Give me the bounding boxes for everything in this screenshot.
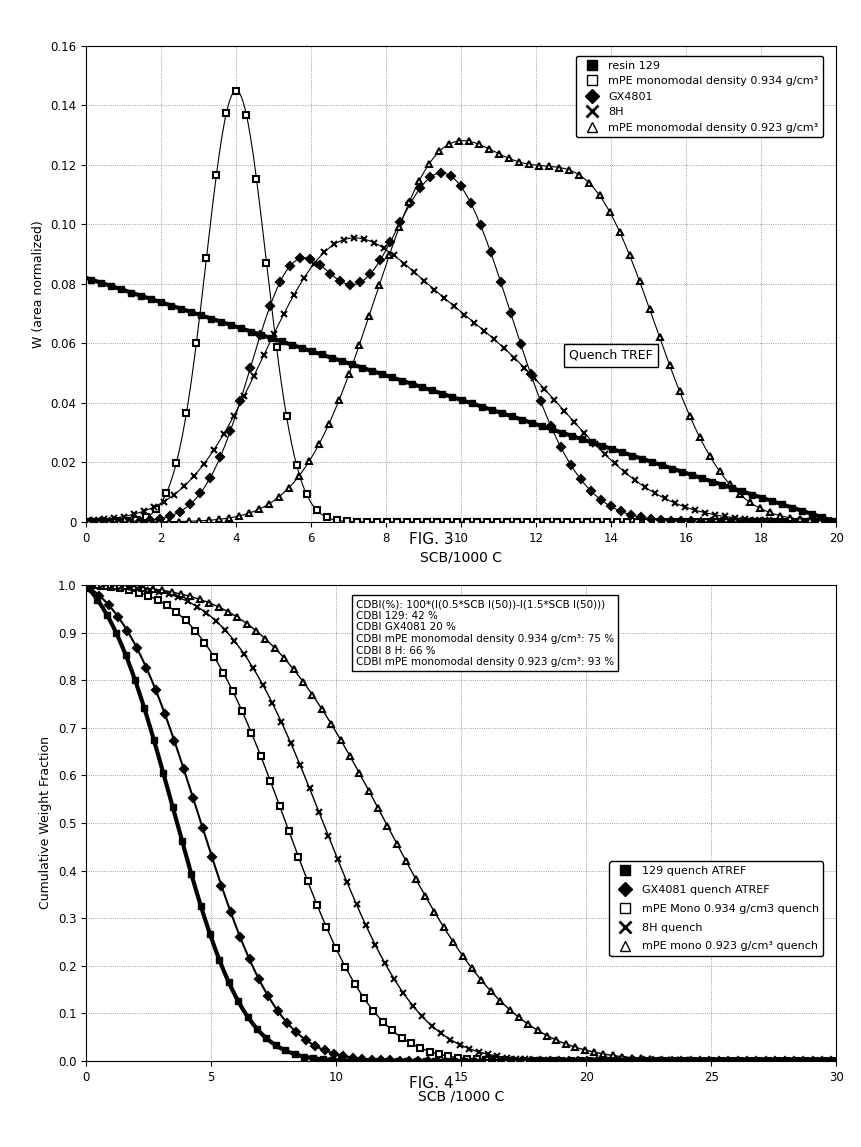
Y-axis label: Cumulative Weight Fraction: Cumulative Weight Fraction [40, 736, 53, 910]
Text: FIG. 3: FIG. 3 [408, 531, 453, 547]
Y-axis label: W (area normalized): W (area normalized) [32, 220, 45, 348]
Legend: resin 129, mPE monomodal density 0.934 g/cm³, GX4801, 8H, mPE monomodal density : resin 129, mPE monomodal density 0.934 g… [575, 56, 822, 138]
Text: Quench TREF: Quench TREF [568, 349, 653, 361]
Text: CDBI(%): 100*(I(0.5*SCB I(50))-I(1.5*SCB I(50)))
CDBI 129: 42 %
CDBI GX4081 20 %: CDBI(%): 100*(I(0.5*SCB I(50))-I(1.5*SCB… [356, 599, 614, 668]
X-axis label: SCB /1000 C: SCB /1000 C [418, 1090, 504, 1103]
X-axis label: SCB/1000 C: SCB/1000 C [419, 551, 502, 564]
Legend: 129 quench ATREF, GX4081 quench ATREF, mPE Mono 0.934 g/cm3 quench, 8H quench, m: 129 quench ATREF, GX4081 quench ATREF, m… [609, 861, 822, 955]
Text: FIG. 4: FIG. 4 [408, 1076, 453, 1092]
